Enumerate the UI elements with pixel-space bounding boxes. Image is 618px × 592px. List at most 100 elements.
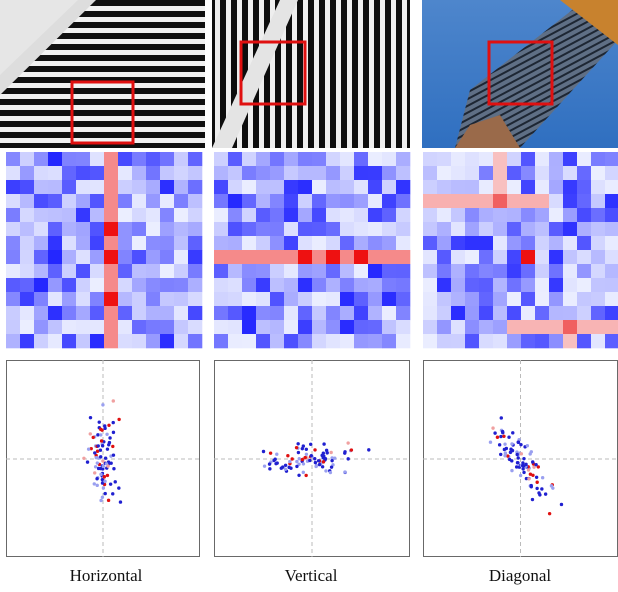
heat-cell [146, 292, 161, 307]
heat-cell [437, 292, 452, 307]
scatter-point [95, 483, 99, 488]
heat-cell [577, 236, 592, 251]
heat-cell [493, 208, 508, 223]
heat-cell [354, 264, 369, 279]
heat-cell [104, 320, 119, 335]
heat-cell [549, 264, 564, 279]
scatter-point [117, 486, 121, 490]
heat-cell [242, 194, 257, 209]
heat-cell [396, 264, 411, 279]
heat-cell [312, 278, 327, 293]
scatter-point [534, 462, 538, 467]
heat-cell [382, 208, 397, 223]
heat-cell [270, 208, 285, 223]
heat-cell [465, 208, 480, 223]
heat-cell [535, 320, 550, 335]
heat-cell [507, 208, 522, 223]
scatter-point [99, 498, 103, 503]
heat-cell [214, 320, 229, 335]
heat-cell [6, 264, 21, 279]
heat-cell [90, 320, 105, 335]
scatter-point [522, 470, 526, 475]
scatter-point [89, 446, 93, 451]
heat-cell [48, 194, 63, 209]
scatter-point [535, 486, 539, 491]
scatter-point [103, 456, 108, 460]
heat-cell [591, 180, 606, 195]
heat-cell [132, 320, 147, 335]
heat-cell [160, 250, 175, 265]
heat-cell [90, 236, 105, 251]
heat-cell [160, 236, 175, 251]
heat-cell [465, 264, 480, 279]
heat-cell [605, 208, 618, 223]
heat-cell [270, 250, 285, 265]
heat-cell [368, 306, 383, 321]
heat-cell [34, 152, 49, 167]
scatter-point [549, 484, 554, 488]
heat-cell [549, 250, 564, 265]
scatter-point [113, 480, 117, 484]
scatter-point [101, 464, 105, 469]
heat-cell [242, 292, 257, 307]
heat-cell [6, 180, 21, 195]
scatter-point [349, 448, 354, 452]
heat-cell [270, 264, 285, 279]
heat-cell [48, 320, 63, 335]
heat-cell [368, 250, 383, 265]
heat-cell [312, 222, 327, 237]
heat-cell [160, 194, 175, 209]
heat-cell [174, 194, 189, 209]
heat-cell [521, 194, 536, 209]
scatter-point [103, 491, 107, 496]
heat-cell [368, 278, 383, 293]
heat-cell [20, 292, 35, 307]
heat-cell [507, 180, 522, 195]
heat-cell [423, 166, 438, 181]
heat-cell [228, 278, 243, 293]
heat-cell [174, 334, 189, 349]
heat-cell [521, 250, 536, 265]
heat-cell [591, 334, 606, 349]
heat-cell [214, 278, 229, 293]
scatter-point [317, 462, 322, 467]
heat-cell [34, 292, 49, 307]
heat-cell [423, 222, 438, 237]
heat-cell [284, 208, 299, 223]
heat-cell [465, 166, 480, 181]
heat-cell [312, 152, 327, 167]
heat-cell [507, 264, 522, 279]
heat-cell [605, 222, 618, 237]
heat-cell [382, 334, 397, 349]
heat-cell [188, 236, 203, 251]
heat-cell [132, 222, 147, 237]
heat-cell [62, 194, 77, 209]
heat-cell [326, 166, 341, 181]
heat-cell [493, 320, 508, 335]
heat-cell [591, 208, 606, 223]
heat-cell [34, 334, 49, 349]
photo-diagonal [422, 0, 618, 148]
heat-cell [521, 292, 536, 307]
heat-cell [214, 236, 229, 251]
heat-cell [146, 180, 161, 195]
heat-cell [493, 236, 508, 251]
heat-cell [76, 334, 91, 349]
heat-cell [270, 320, 285, 335]
scatter-point [111, 430, 116, 435]
heat-cell [160, 334, 175, 349]
heat-cell [507, 306, 522, 321]
scatter-point [329, 465, 334, 469]
heat-cell [591, 292, 606, 307]
heat-cell [214, 264, 229, 279]
heat-cell [507, 334, 522, 349]
heat-cell [382, 306, 397, 321]
heat-cell [326, 180, 341, 195]
heat-cell [146, 194, 161, 209]
heat-cell [118, 222, 133, 237]
heat-cell [34, 306, 49, 321]
heat-cell [368, 236, 383, 251]
heat-cell [160, 222, 175, 237]
heat-cell [146, 166, 161, 181]
scatter-point [303, 455, 307, 460]
